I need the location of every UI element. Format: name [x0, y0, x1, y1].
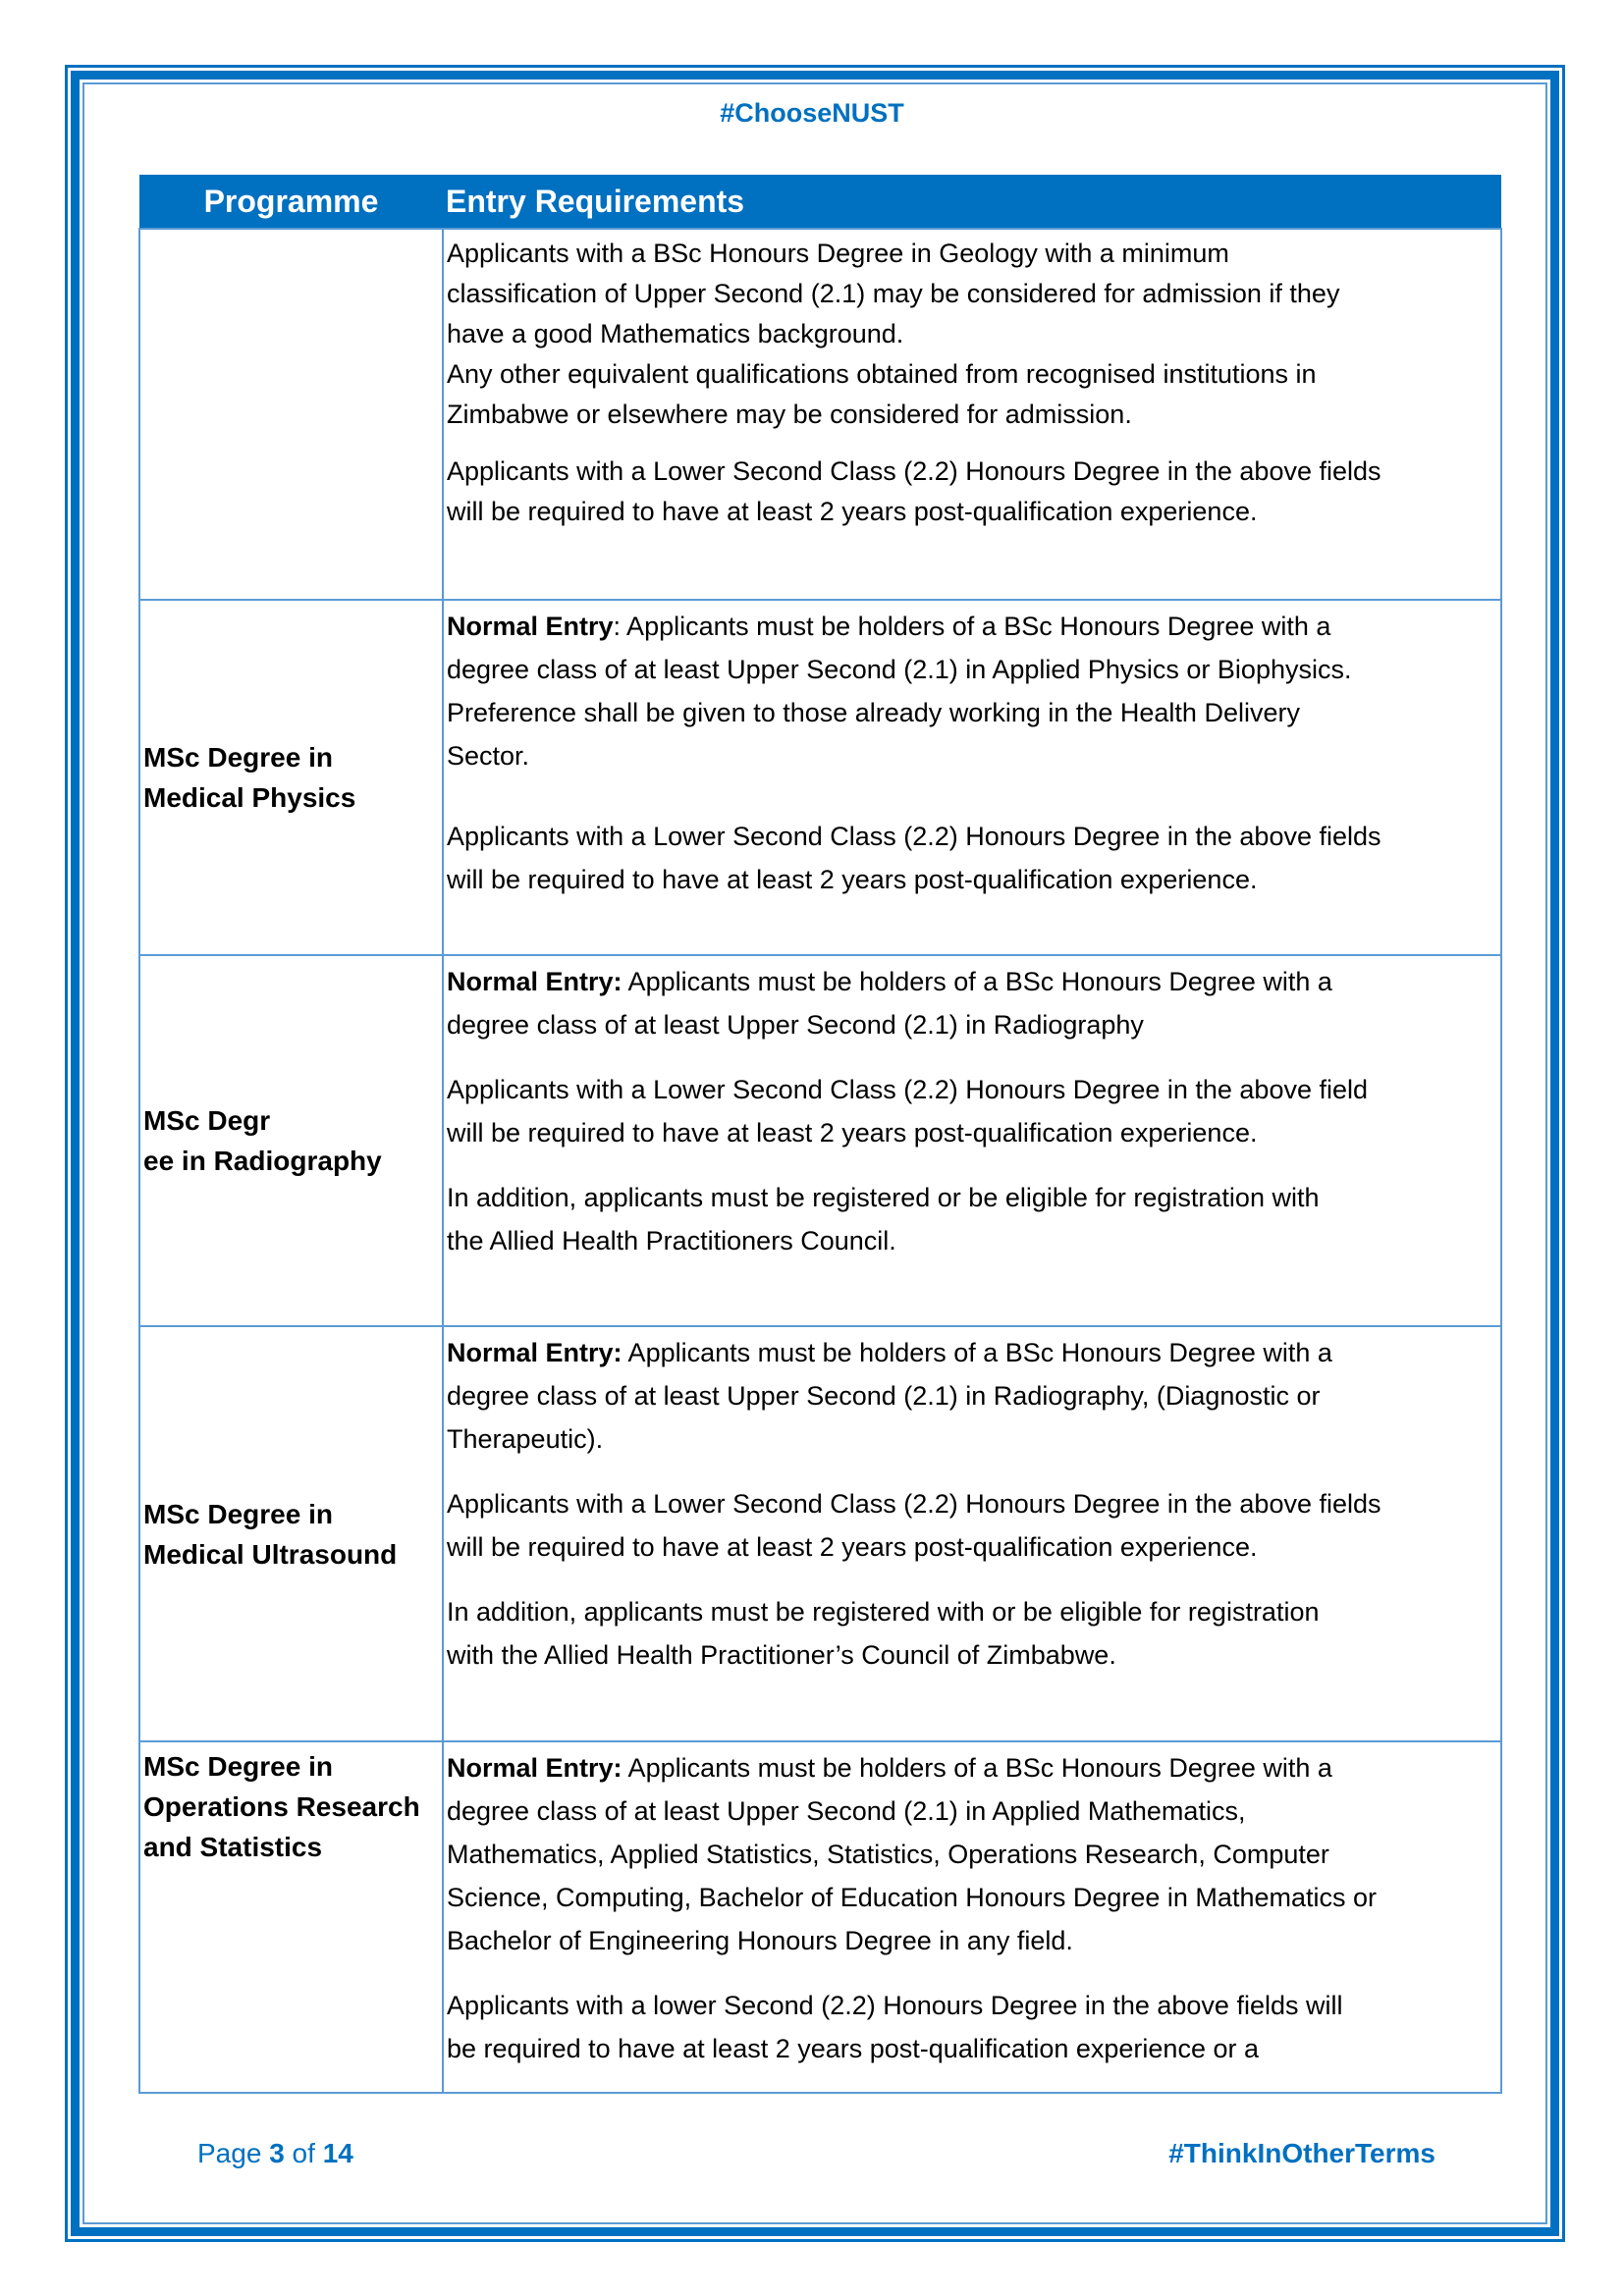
- programme-cell: MSc Degree in Medical Physics: [138, 599, 444, 956]
- requirement-line: Applicants with a lower Second (2.2) Hon…: [447, 1991, 1343, 2020]
- requirement-paragraph: Applicants with a Lower Second Class (2.…: [447, 452, 1500, 532]
- programme-name-line: ee in Radiography: [143, 1146, 382, 1176]
- programme-cell: MSc Degr ee in Radiography: [138, 954, 444, 1327]
- column-header-entry-requirements: Entry Requirements: [443, 175, 1501, 229]
- requirement-line: Applicants with a Lower Second Class (2.…: [447, 1489, 1381, 1519]
- programme-name-line: MSc Degree in: [143, 1498, 333, 1529]
- footer-hashtag: #ThinkInOtherTerms: [1168, 2138, 1435, 2168]
- requirement-line: Bachelor of Engineering Honours Degree i…: [447, 1926, 1073, 1955]
- programme-cell: MSc Degree in Operations Research and Stat…: [138, 1740, 444, 2094]
- requirement-line: Any other equivalent qualifications obta…: [447, 359, 1317, 389]
- requirement-text: Applicants must be holders of a BSc Hono…: [622, 1338, 1332, 1367]
- requirement-line: Preference shall be given to those alrea…: [447, 698, 1300, 727]
- table-header-row: Programme Entry Requirements: [139, 175, 1501, 229]
- requirement-line: degree class of at least Upper Second (2…: [447, 1796, 1246, 1826]
- programme-cell: [138, 228, 444, 601]
- requirements-cell: Normal Entry: Applicants must be holders…: [442, 954, 1502, 1327]
- table-row: MSc Degree in Operations Research and Stat…: [138, 1740, 1502, 2094]
- page-number: Page 3 of 14: [197, 2138, 353, 2169]
- programme-name-line: Medical Physics: [143, 782, 356, 813]
- table-row: MSc Degree in Medical Ultrasound Normal En…: [138, 1325, 1502, 1742]
- page-border-inner: [82, 82, 1547, 2224]
- requirements-cell: Normal Entry: Applicants must be holders…: [442, 1325, 1502, 1742]
- requirement-line: Applicants with a Lower Second Class (2.…: [447, 456, 1381, 486]
- requirement-line: Zimbabwe or elsewhere may be considered …: [447, 400, 1132, 429]
- requirement-line: the Allied Health Practitioners Council.: [447, 1226, 896, 1255]
- requirement-line: Sector.: [447, 741, 530, 771]
- normal-entry-label: Normal Entry:: [447, 1753, 623, 1783]
- page-border: [71, 71, 1559, 2236]
- requirement-line: Applicants with a Lower Second Class (2.…: [447, 822, 1381, 851]
- requirement-paragraph: Normal Entry: Applicants must be holders…: [447, 605, 1500, 777]
- table-row: MSc Degree in Medical Physics Normal Entry…: [138, 599, 1502, 956]
- requirement-line: degree class of at least Upper Second (2…: [447, 1381, 1321, 1411]
- requirements-cell: Normal Entry: Applicants must be holders…: [442, 599, 1502, 956]
- entry-requirements-table: Programme Entry Requirements Applicants …: [138, 175, 1502, 2094]
- requirements-cell: Normal Entry: Applicants must be holders…: [442, 1740, 1502, 2094]
- programme-name-line: Operations Research: [143, 1791, 420, 1822]
- requirement-line: will be required to have at least 2 year…: [447, 865, 1258, 894]
- requirement-line: Therapeutic).: [447, 1424, 604, 1454]
- requirement-line: Normal Entry: Applicants must be holders…: [447, 960, 1500, 1003]
- requirement-paragraph: In addition, applicants must be register…: [447, 1590, 1500, 1677]
- programme-name-line: and Statistics: [143, 1832, 323, 1862]
- requirement-line: have a good Mathematics background.: [447, 319, 904, 348]
- requirement-line: with the Allied Health Practitioner’s Co…: [447, 1640, 1116, 1670]
- requirement-paragraph: Normal Entry: Applicants must be holders…: [447, 960, 1500, 1046]
- requirement-text: : Applicants must be holders of a BSc Ho…: [613, 612, 1331, 641]
- requirement-line: Applicants with a BSc Honours Degree in …: [447, 239, 1229, 268]
- requirement-line: will be required to have at least 2 year…: [447, 1532, 1258, 1562]
- requirement-line: will be required to have at least 2 year…: [447, 1118, 1258, 1148]
- page-of: of: [292, 2138, 315, 2168]
- requirement-paragraph: Applicants with a Lower Second Class (2.…: [447, 1068, 1500, 1154]
- requirement-paragraph: Applicants with a lower Second (2.2) Hon…: [447, 1984, 1500, 2070]
- requirement-paragraph: Applicants with a Lower Second Class (2.…: [447, 815, 1500, 901]
- requirement-line: degree class of at least Upper Second (2…: [447, 1010, 1144, 1040]
- requirement-line: will be required to have at least 2 year…: [447, 497, 1258, 526]
- requirement-line: Mathematics, Applied Statistics, Statist…: [447, 1840, 1329, 1869]
- requirement-paragraph: Applicants with a Lower Second Class (2.…: [447, 1482, 1500, 1569]
- requirement-line: Applicants with a Lower Second Class (2.…: [447, 1075, 1369, 1104]
- requirements-cell: Applicants with a BSc Honours Degree in …: [442, 228, 1502, 601]
- page-current: 3: [269, 2138, 285, 2168]
- requirement-line: classification of Upper Second (2.1) may…: [447, 279, 1340, 308]
- column-header-programme: Programme: [139, 175, 443, 229]
- page-total: 14: [322, 2138, 353, 2168]
- requirement-paragraph: Normal Entry: Applicants must be holders…: [447, 1746, 1500, 1962]
- requirement-paragraph: Normal Entry: Applicants must be holders…: [447, 1331, 1500, 1461]
- requirement-text: Applicants must be holders of a BSc Hono…: [622, 967, 1332, 996]
- programme-name-line: MSc Degree in: [143, 1751, 333, 1782]
- requirement-paragraph: Applicants with a BSc Honours Degree in …: [447, 234, 1500, 435]
- normal-entry-label: Normal Entry:: [447, 1338, 623, 1367]
- normal-entry-label: Normal Entry:: [447, 967, 623, 996]
- requirement-paragraph: In addition, applicants must be register…: [447, 1176, 1500, 1262]
- table-row: Applicants with a BSc Honours Degree in …: [138, 228, 1502, 601]
- page-border-outer: [65, 65, 1565, 2242]
- requirement-line: In addition, applicants must be register…: [447, 1597, 1320, 1627]
- header-hashtag: #ChooseNUST: [720, 98, 904, 128]
- programme-name-line: MSc Degree in: [143, 742, 333, 773]
- table-row: MSc Degr ee in Radiography Normal Entry: A…: [138, 954, 1502, 1327]
- requirement-line: In addition, applicants must be register…: [447, 1183, 1320, 1212]
- requirement-line: be required to have at least 2 years pos…: [447, 2034, 1259, 2063]
- programme-cell: MSc Degree in Medical Ultrasound: [138, 1325, 444, 1742]
- programme-name-line: MSc Degr: [143, 1105, 271, 1136]
- programme-name-line: Medical Ultrasound: [143, 1538, 398, 1570]
- normal-entry-label: Normal Entry: [447, 612, 614, 641]
- requirement-line: Normal Entry: Applicants must be holders…: [447, 1746, 1500, 1789]
- requirement-line: Science, Computing, Bachelor of Educatio…: [447, 1883, 1377, 1912]
- requirement-line: Normal Entry: Applicants must be holders…: [447, 1331, 1500, 1374]
- requirement-line: degree class of at least Upper Second (2…: [447, 655, 1352, 684]
- requirement-text: Applicants must be holders of a BSc Hono…: [622, 1753, 1332, 1783]
- requirement-line: Normal Entry: Applicants must be holders…: [447, 605, 1500, 648]
- page-label: Page: [197, 2138, 262, 2168]
